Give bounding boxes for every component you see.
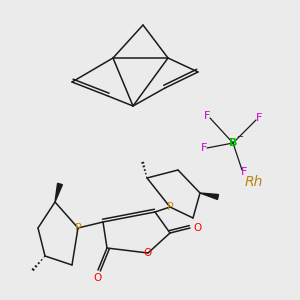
Polygon shape <box>55 183 62 202</box>
Text: O: O <box>94 273 102 283</box>
Polygon shape <box>200 193 218 200</box>
Text: B: B <box>229 138 237 148</box>
Text: Rh: Rh <box>244 175 263 188</box>
Text: O: O <box>144 248 152 258</box>
Text: F: F <box>204 111 210 121</box>
Text: −: − <box>236 133 244 142</box>
Text: F: F <box>256 113 262 123</box>
Text: F: F <box>201 143 207 153</box>
Text: P: P <box>75 223 81 233</box>
Text: P: P <box>167 202 173 212</box>
Text: O: O <box>193 223 201 233</box>
Text: F: F <box>241 167 247 177</box>
